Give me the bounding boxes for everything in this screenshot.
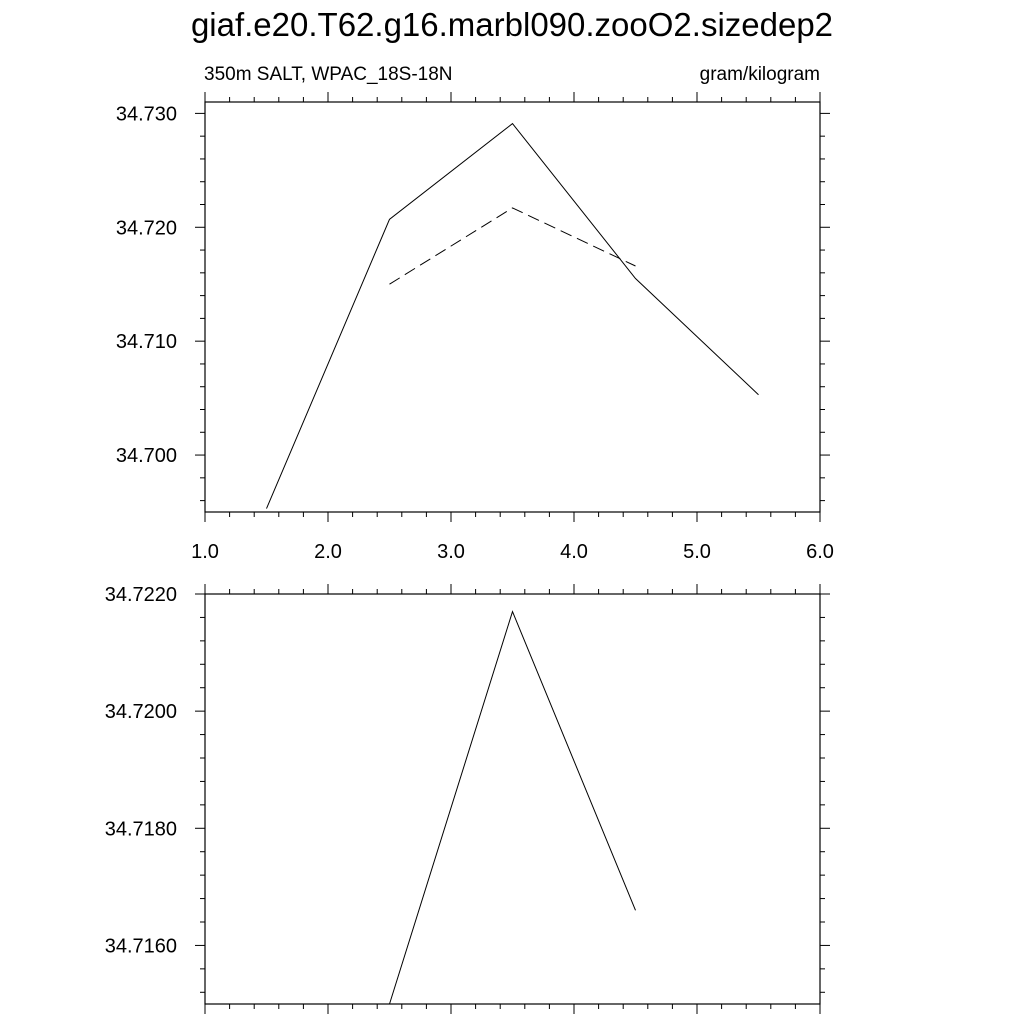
series-line-0-0	[266, 122, 759, 509]
y-tick-label: 34.7200	[105, 701, 177, 723]
plot-frame-1	[204, 593, 821, 1005]
x-tick-label: 3.0	[437, 541, 465, 563]
plot-frame-0	[204, 101, 821, 513]
panel-units-label: gram/kilogram	[699, 64, 820, 85]
y-tick-label: 34.730	[116, 103, 177, 125]
x-tick-label: 4.0	[560, 541, 588, 563]
chart-title: giaf.e20.T62.g16.marbl090.zooO2.sizedep2	[190, 6, 834, 43]
x-tick-label: 6.0	[806, 541, 834, 563]
x-tick-label: 1.0	[191, 541, 219, 563]
y-tick-label: 34.700	[116, 445, 177, 467]
series-line-1-0	[389, 610, 636, 1004]
x-tick-label: 2.0	[314, 541, 342, 563]
y-tick-label: 34.710	[116, 331, 177, 353]
y-tick-label: 34.7220	[105, 584, 177, 606]
series-line-0-1	[389, 207, 636, 285]
y-tick-label: 34.720	[116, 217, 177, 239]
x-tick-label: 5.0	[683, 541, 711, 563]
y-tick-label: 34.7180	[105, 818, 177, 840]
y-tick-label: 34.7160	[105, 935, 177, 957]
panel-left-label: 350m SALT, WPAC_18S-18N	[204, 64, 453, 85]
